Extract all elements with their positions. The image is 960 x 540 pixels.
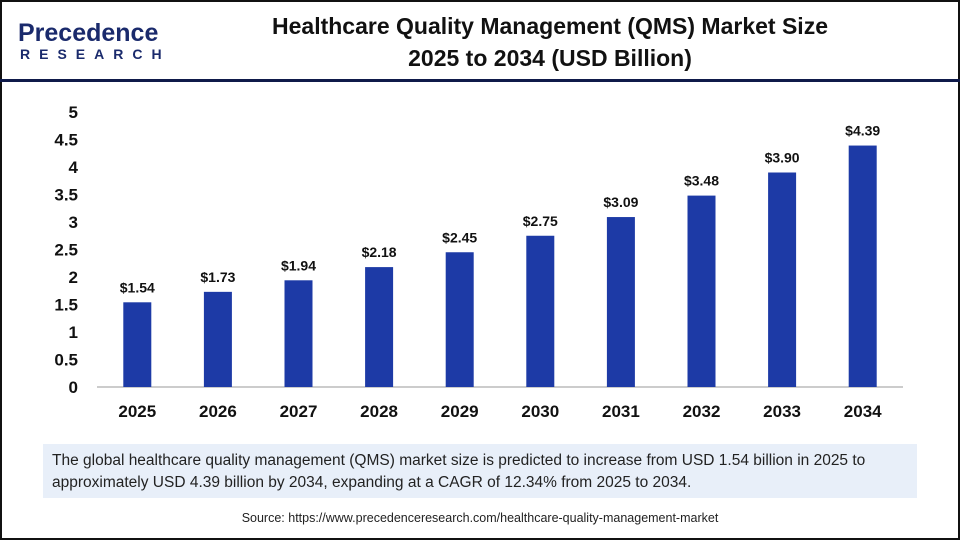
bar-2029 [445, 252, 474, 387]
data-label-2028: $2.18 [362, 244, 397, 260]
x-tick-label-2032: 2032 [683, 402, 721, 421]
summary-box: The global healthcare quality management… [43, 444, 917, 498]
data-label-2031: $3.09 [603, 194, 638, 210]
data-label-2025: $1.54 [120, 279, 155, 295]
bar-chart: 0 0.5 1 1.5 2 2.5 3 3.5 4 4.5 5 $1.54 2025 $1.73 2026 $… [54, 103, 903, 421]
bar-2026 [203, 291, 232, 387]
chart-title: Healthcare Quality Management (QMS) Mark… [230, 10, 870, 74]
data-label-2027: $1.94 [281, 257, 316, 273]
y-tick-label: 1.5 [54, 296, 78, 315]
bar-2025 [123, 302, 152, 387]
data-label-2030: $2.75 [523, 213, 558, 229]
bar-2027 [284, 280, 313, 387]
y-tick-label: 2.5 [54, 241, 78, 260]
logo: Precedence RESEARCH [18, 19, 171, 64]
x-tick-label-2034: 2034 [844, 402, 882, 421]
logo-text-top: Precedence [18, 19, 159, 47]
logo-text-bottom: RESEARCH [20, 46, 171, 62]
bar-2028 [365, 267, 394, 387]
bar-2031 [606, 217, 635, 387]
source-text: Source: https://www.precedenceresearch.c… [241, 511, 719, 525]
data-label-2033: $3.90 [765, 150, 800, 166]
title-line-2: 2025 to 2034 (USD Billion) [408, 45, 692, 71]
bar-2030 [526, 235, 555, 387]
x-tick-label-2025: 2025 [118, 402, 156, 421]
bar-2032 [687, 195, 716, 387]
y-tick-label: 5 [69, 103, 78, 122]
y-tick-label: 4.5 [54, 131, 78, 150]
x-tick-label-2026: 2026 [199, 402, 237, 421]
title-line-1: Healthcare Quality Management (QMS) Mark… [272, 13, 828, 39]
data-label-2026: $1.73 [200, 269, 235, 285]
bar-2034 [848, 145, 877, 387]
x-tick-label-2033: 2033 [763, 402, 801, 421]
y-tick-label: 0.5 [54, 351, 78, 370]
bar-2033 [768, 172, 797, 387]
x-tick-label-2031: 2031 [602, 402, 640, 421]
x-tick-label-2030: 2030 [521, 402, 559, 421]
x-tick-label-2029: 2029 [441, 402, 479, 421]
data-label-2032: $3.48 [684, 173, 719, 189]
data-label-2029: $2.45 [442, 229, 477, 245]
y-tick-label: 3.5 [54, 186, 78, 205]
y-tick-label: 2 [69, 268, 78, 287]
header-divider [0, 79, 960, 82]
y-tick-label: 0 [69, 378, 78, 397]
y-tick-label: 3 [69, 213, 78, 232]
y-tick-label: 4 [69, 158, 79, 177]
data-label-2034: $4.39 [845, 123, 880, 139]
x-tick-label-2027: 2027 [280, 402, 318, 421]
y-tick-label: 1 [69, 323, 78, 342]
x-tick-label-2028: 2028 [360, 402, 398, 421]
